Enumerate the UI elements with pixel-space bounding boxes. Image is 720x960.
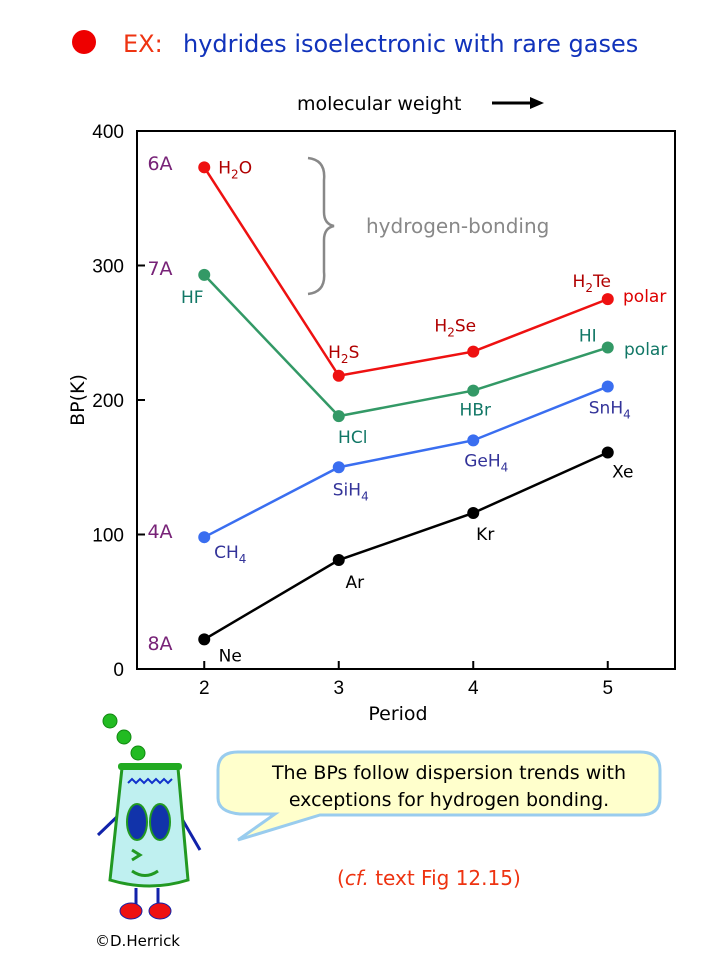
label-suffix: Te bbox=[592, 272, 611, 292]
data-point bbox=[601, 341, 614, 354]
label-subscript: 4 bbox=[501, 460, 509, 474]
series-line bbox=[203, 385, 609, 539]
label-base: SiH bbox=[333, 480, 361, 500]
label-base: H bbox=[573, 272, 586, 292]
polar-label-7a: polar bbox=[624, 340, 667, 360]
data-point bbox=[467, 506, 480, 519]
data-point bbox=[601, 293, 614, 306]
x-tick-label: 5 bbox=[602, 678, 613, 699]
series-7a: HF HCl HBr HI 7A bbox=[147, 258, 614, 448]
x-tick-label: 3 bbox=[333, 678, 344, 699]
data-point bbox=[198, 161, 211, 174]
point-label: Ne bbox=[219, 646, 242, 666]
x-tick-label: 2 bbox=[199, 678, 210, 699]
label-base: HCl bbox=[338, 428, 367, 448]
slide-title: hydrides isoelectronic with rare gases bbox=[183, 30, 638, 58]
x-tick-label: 4 bbox=[468, 678, 479, 699]
label-base: Ne bbox=[219, 646, 242, 666]
bubble-line-1: The BPs follow dispersion trends with bbox=[271, 762, 626, 784]
figure-reference: (cf. text Fig 12.15) bbox=[337, 866, 521, 890]
y-tick-label: 0 bbox=[113, 660, 124, 681]
group-label: 6A bbox=[147, 153, 172, 175]
data-point bbox=[198, 531, 211, 544]
point-label: SiH4 bbox=[333, 480, 369, 503]
label-subscript: 2 bbox=[585, 281, 593, 295]
bubble-line-2: exceptions for hydrogen bonding. bbox=[289, 789, 609, 811]
label-base: HI bbox=[579, 327, 597, 347]
point-label: HF bbox=[181, 288, 204, 308]
point-label: SnH4 bbox=[589, 399, 631, 422]
data-point bbox=[198, 633, 211, 646]
y-tick-label: 400 bbox=[92, 122, 124, 143]
point-label: H2S bbox=[328, 343, 359, 366]
series-line bbox=[203, 166, 609, 378]
data-point bbox=[601, 446, 614, 459]
label-base: H bbox=[328, 343, 341, 363]
label-base: HBr bbox=[460, 401, 491, 421]
point-label: Xe bbox=[612, 462, 633, 482]
data-point bbox=[467, 434, 480, 447]
group-label: 4A bbox=[147, 521, 172, 543]
point-label: H2O bbox=[218, 158, 252, 181]
label-suffix: S bbox=[349, 343, 360, 363]
label-subscript: 2 bbox=[341, 352, 349, 366]
credit: ©D.Herrick bbox=[95, 932, 180, 950]
flask-mascot bbox=[96, 713, 202, 920]
label-base: H bbox=[218, 158, 231, 178]
series-8a: Ne Ar Kr Xe 8A bbox=[147, 446, 633, 666]
label-suffix: Se bbox=[455, 317, 476, 337]
data-point bbox=[332, 554, 345, 567]
y-axis-label: BP(K) bbox=[67, 374, 89, 426]
arrow-right-icon bbox=[492, 97, 544, 109]
point-label: HI bbox=[579, 327, 597, 347]
y-tick-label: 200 bbox=[92, 391, 124, 412]
label-base: HF bbox=[181, 288, 204, 308]
point-label: GeH4 bbox=[464, 451, 508, 474]
hydrogen-bonding-brace bbox=[307, 156, 335, 296]
y-tick-label: 100 bbox=[92, 526, 124, 547]
data-point bbox=[332, 410, 345, 423]
group-label: 8A bbox=[147, 633, 172, 655]
point-label: HBr bbox=[460, 401, 491, 421]
data-point bbox=[601, 380, 614, 393]
data-point bbox=[332, 369, 345, 382]
data-point bbox=[467, 345, 480, 358]
point-label: HCl bbox=[338, 428, 367, 448]
series-line bbox=[203, 451, 609, 641]
label-base: H bbox=[434, 317, 447, 337]
speech-bubble bbox=[216, 750, 662, 842]
label-subscript: 4 bbox=[361, 489, 369, 503]
point-label: Kr bbox=[476, 525, 494, 545]
label-subscript: 2 bbox=[447, 326, 455, 340]
label-subscript: 4 bbox=[239, 552, 247, 566]
y-tick-label: 300 bbox=[92, 257, 124, 278]
data-point bbox=[467, 384, 480, 397]
label-base: SnH bbox=[589, 399, 623, 419]
ex-label: EX: bbox=[123, 30, 163, 58]
point-label: CH4 bbox=[214, 543, 246, 566]
point-label: H2Te bbox=[573, 272, 611, 295]
molecular-weight-label: molecular weight bbox=[297, 93, 461, 115]
point-label: H2Se bbox=[434, 317, 476, 340]
polar-label-6a: polar bbox=[623, 287, 666, 307]
data-point bbox=[198, 268, 211, 281]
label-subscript: 2 bbox=[231, 167, 239, 181]
bullet-icon bbox=[72, 30, 96, 54]
label-base: Ar bbox=[345, 573, 364, 593]
group-label: 7A bbox=[147, 258, 172, 280]
label-base: Xe bbox=[612, 462, 633, 482]
hydrogen-bonding-label: hydrogen-bonding bbox=[366, 214, 549, 238]
label-base: CH bbox=[214, 543, 239, 563]
point-label: Ar bbox=[345, 573, 364, 593]
x-axis-label: Period bbox=[368, 703, 427, 725]
data-point bbox=[332, 461, 345, 474]
label-subscript: 4 bbox=[623, 408, 631, 422]
label-base: Kr bbox=[476, 525, 494, 545]
label-base: GeH bbox=[464, 451, 500, 471]
series-line bbox=[203, 274, 609, 418]
label-suffix: O bbox=[239, 158, 252, 178]
